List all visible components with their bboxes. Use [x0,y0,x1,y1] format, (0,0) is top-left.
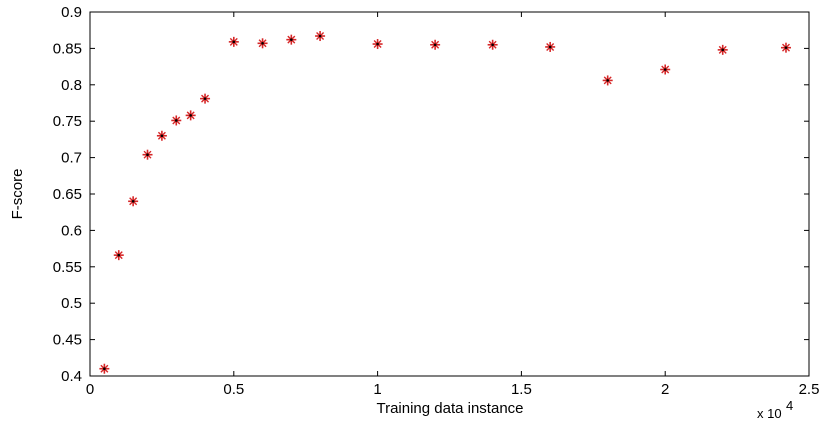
y-tick-label: 0.9 [61,4,82,21]
data-point [717,44,728,55]
y-tick-label: 0.85 [53,40,82,57]
data-point [228,36,239,47]
y-tick-label: 0.65 [53,186,82,203]
x-tick-label: 0.5 [223,381,244,398]
data-point [99,363,110,374]
data-point [660,64,671,75]
x-tick-label: 0 [86,381,94,398]
y-tick-label: 0.55 [53,259,82,276]
data-point [372,39,383,50]
data-point [257,38,268,49]
data-point [185,110,196,121]
data-point [602,75,613,86]
y-tick-label: 0.5 [61,295,82,312]
x-tick-label: 1.5 [511,381,532,398]
plot-area [89,11,810,377]
y-tick-label: 0.7 [61,150,82,167]
data-point [286,34,297,45]
data-point [171,115,182,126]
y-axis-ticks: 0.4 0.45 0.5 0.55 0.6 0.65 0.7 0.75 0.8 0.85 0.9 [53,4,809,385]
x-multiplier-label: x 10 [757,406,782,421]
x-tick-label: 1 [373,381,381,398]
data-point [315,31,326,42]
data-point [780,42,791,53]
y-tick-label: 0.4 [61,368,82,385]
data-point [142,149,153,160]
y-axis-label: F-score [9,169,26,220]
y-tick-label: 0.75 [53,113,82,130]
data-point [200,93,211,104]
y-tick-label: 0.6 [61,222,82,239]
x-axis-label: Training data instance [376,400,523,417]
x-tick-label: 2 [661,381,669,398]
x-axis-ticks: 0 0.5 1 1.5 2 2.5 [86,12,820,398]
data-point [430,39,441,50]
x-tick-label: 2.5 [799,381,820,398]
data-point [545,41,556,52]
data-point [487,39,498,50]
data-point [128,196,139,207]
y-tick-label: 0.45 [53,332,82,349]
y-tick-label: 0.8 [61,77,82,94]
data-point [156,130,167,141]
data-point [113,250,124,261]
data-points [99,31,791,374]
x-multiplier-exponent: 4 [786,398,793,413]
